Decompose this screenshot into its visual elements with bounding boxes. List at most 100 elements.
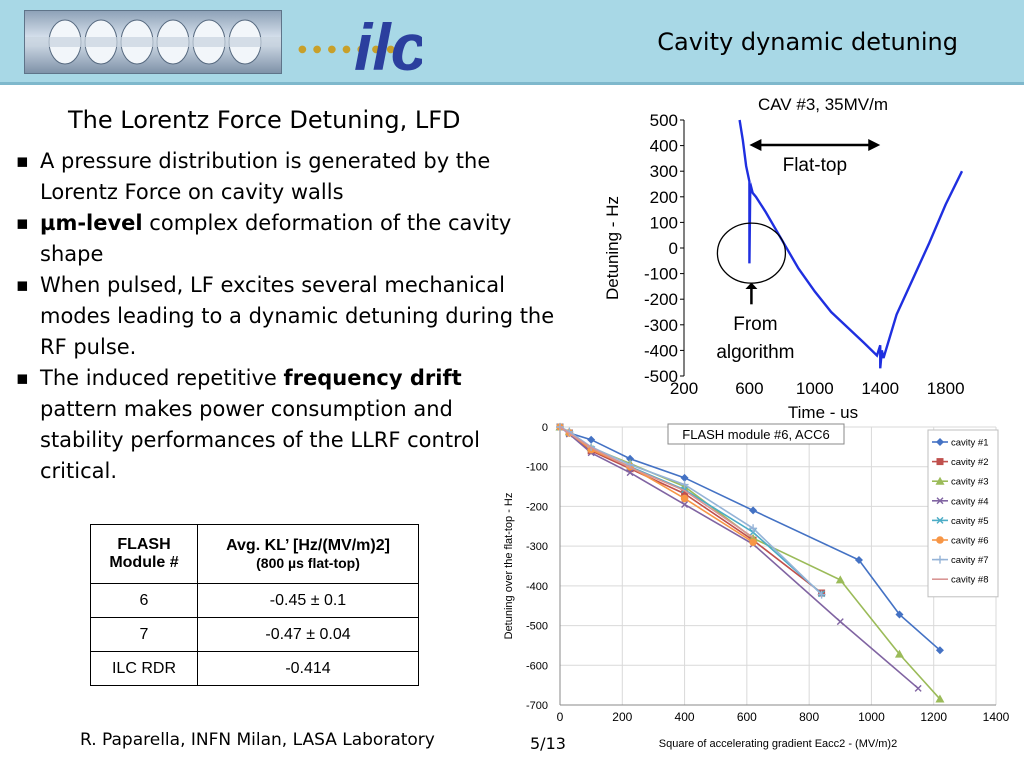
data-point <box>749 538 757 546</box>
flat-top-label: Flat-top <box>783 155 847 176</box>
data-point <box>680 480 689 489</box>
page-title: Cavity dynamic detuning <box>657 28 958 56</box>
x-axis-label: Time - us <box>788 403 858 422</box>
y-tick-label: -300 <box>644 316 678 335</box>
bullet-text: complex deformation of the cavity shape <box>40 211 512 266</box>
y-tick-label: -200 <box>644 290 678 309</box>
data-point <box>936 555 944 564</box>
y-tick-label: -500 <box>526 621 548 633</box>
legend-label: cavity #6 <box>951 536 989 547</box>
kl-table: FLASH Module # Avg. KL’ [Hz/(MV/m)2] (80… <box>90 524 419 686</box>
table-row: ILC RDR -0.414 <box>90 651 419 686</box>
y-tick-label: -200 <box>526 501 548 513</box>
table-cell-value: -0.47 ± 0.04 <box>197 617 419 652</box>
bullet-item: µm-level complex deformation of the cavi… <box>14 208 570 270</box>
x-tick-label: 1800 <box>927 379 965 398</box>
table-row: 6 -0.45 ± 0.1 <box>90 583 419 618</box>
table-cell-module: 7 <box>90 617 198 652</box>
y-tick-label: -100 <box>526 462 548 474</box>
algorithm-circle <box>716 222 787 284</box>
table-header-kl-sub: (800 µs flat-top) <box>256 555 360 571</box>
ilc-logo: ilc <box>354 10 422 78</box>
y-tick-label: 300 <box>650 162 678 181</box>
legend-label: cavity #2 <box>951 457 989 468</box>
x-tick-label: 400 <box>675 710 695 724</box>
table-header-module: FLASH Module # <box>90 524 198 584</box>
x-axis-label: Square of accelerating gradient Eacc2 - … <box>659 738 897 750</box>
from-label: From <box>733 314 777 335</box>
data-point <box>681 500 689 508</box>
decorative-dots: ●●●●●●● <box>298 44 402 55</box>
y-axis-label: Detuning over the flat-top - Hz <box>503 493 515 640</box>
data-point <box>817 590 826 599</box>
algorithm-arrow-head <box>745 282 758 289</box>
table-cell-module: 6 <box>90 583 198 618</box>
cavity-photo <box>24 10 282 74</box>
data-point <box>935 476 945 485</box>
data-point <box>556 423 564 431</box>
y-tick-label: -400 <box>644 341 678 360</box>
data-point <box>626 469 634 477</box>
data-point <box>626 454 635 463</box>
data-point <box>681 490 689 498</box>
y-tick-label: 200 <box>650 188 678 207</box>
data-point <box>749 506 758 515</box>
bullet-text: pattern makes power consumption and stab… <box>40 397 480 483</box>
y-tick-label: -500 <box>644 367 678 386</box>
y-tick-label: 100 <box>650 213 678 232</box>
table-header-row: FLASH Module # Avg. KL’ [Hz/(MV/m)2] (80… <box>90 524 419 584</box>
flat-top-arrow-head-right <box>868 139 881 151</box>
y-tick-label: -300 <box>526 541 548 553</box>
table-cell-value: -0.414 <box>197 651 419 686</box>
data-point <box>854 556 863 565</box>
table-cell-module: ILC RDR <box>90 651 198 686</box>
ilc-logo-text: ilc <box>354 10 422 78</box>
chart-title: CAV #3, 35MV/m <box>758 95 888 114</box>
x-tick-label: 1400 <box>983 710 1010 724</box>
y-tick-label: -600 <box>526 660 548 672</box>
y-axis-label: Detuning - Hz <box>603 196 622 300</box>
table-header-kl-main: Avg. KL’ [Hz/(MV/m)2] <box>226 537 390 554</box>
x-tick-label: 1400 <box>861 379 899 398</box>
data-point <box>914 684 922 692</box>
x-tick-label: 1200 <box>920 710 947 724</box>
legend-label: cavity #3 <box>951 477 989 488</box>
x-tick-label: 600 <box>735 379 763 398</box>
data-point <box>936 438 944 446</box>
data-point <box>749 524 758 533</box>
table-row: 7 -0.47 ± 0.04 <box>90 617 419 652</box>
y-tick-label: -400 <box>526 581 548 593</box>
legend-label: cavity #8 <box>951 575 989 586</box>
legend-label: cavity #5 <box>951 516 989 527</box>
y-tick-label: 500 <box>650 111 678 130</box>
chart-title-box <box>667 423 845 445</box>
legend-label: cavity #1 <box>951 438 989 449</box>
data-point <box>895 610 904 619</box>
data-point <box>936 497 944 505</box>
series-line <box>559 426 754 539</box>
x-tick-label: 1000 <box>796 379 834 398</box>
legend-label: cavity #4 <box>951 496 989 507</box>
header-bar: ●●●●●●● ilc Cavity dynamic detuning <box>0 0 1024 85</box>
bullet-text: The induced repetitive <box>40 366 284 390</box>
bullet-text: A pressure distribution is generated by … <box>40 149 491 204</box>
detuning-time-chart: CAV #3, 35MV/m5004003002001000-100-200-3… <box>603 95 965 422</box>
bullet-item: The induced repetitive frequency drift p… <box>14 363 540 487</box>
data-point <box>936 458 944 466</box>
y-tick-label: 0 <box>669 239 678 258</box>
table-cell-value: -0.45 ± 0.1 <box>197 583 419 618</box>
bullet-bold-text: µm-level <box>40 211 143 235</box>
x-tick-label: 0 <box>557 710 564 724</box>
legend-box <box>927 429 999 598</box>
data-point <box>935 646 944 655</box>
bullet-text: When pulsed, LF excites several mechanic… <box>40 273 555 359</box>
detuning-gradient-chart: 0 -100 -200 -300 -400 -500 -600 -700 0 200 400 600 8… <box>503 422 1010 750</box>
x-tick-label: 600 <box>737 710 757 724</box>
x-tick-label: 200 <box>670 379 698 398</box>
x-tick-label: 200 <box>612 710 632 724</box>
y-tick-label: 400 <box>650 137 678 156</box>
data-point <box>936 536 944 544</box>
data-point <box>835 575 845 584</box>
detuning-series-line <box>738 119 964 369</box>
data-point <box>894 649 904 658</box>
